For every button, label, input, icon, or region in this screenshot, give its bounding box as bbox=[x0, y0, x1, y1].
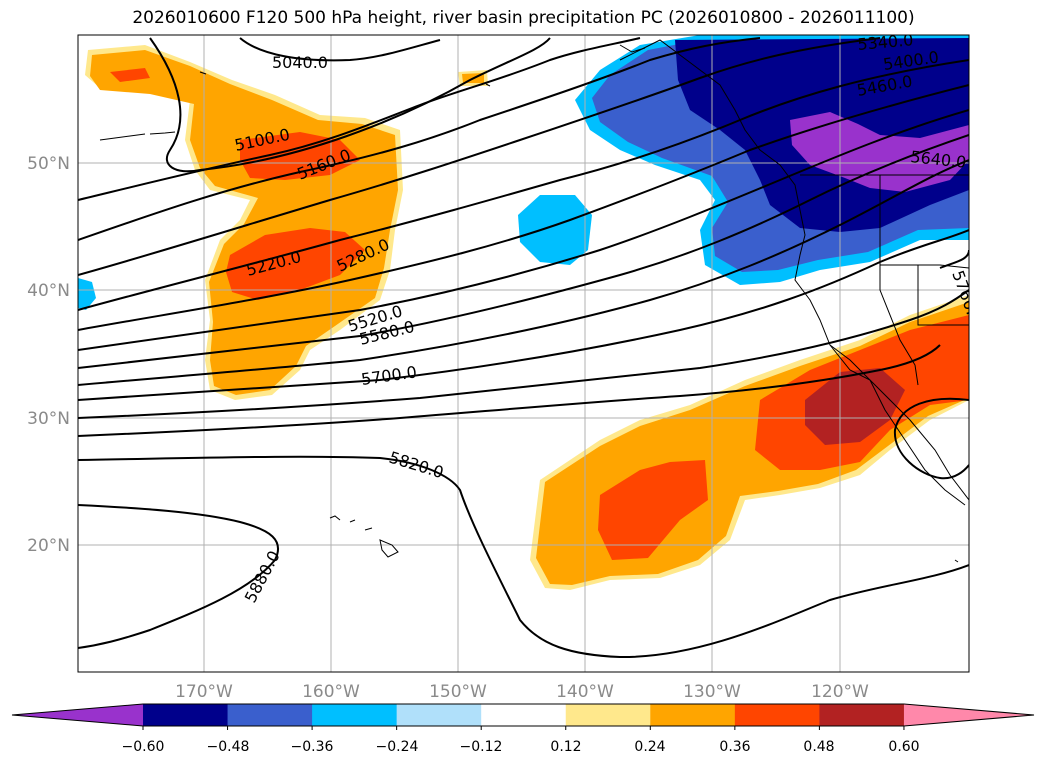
contour-label: 5340.0 bbox=[857, 30, 914, 54]
lat-label: 40°N bbox=[27, 281, 70, 301]
colorbar-segment bbox=[565, 704, 651, 726]
colorbar-tick: 0.60 bbox=[888, 739, 919, 755]
colorbar-tick: 0.36 bbox=[719, 739, 750, 755]
contour-label: 5040.0 bbox=[272, 53, 328, 72]
lon-label: 120°W bbox=[811, 682, 869, 702]
colorbar-segment bbox=[819, 704, 905, 726]
lon-label: 130°W bbox=[683, 682, 741, 702]
colorbar-segment bbox=[312, 704, 398, 726]
colorbar-tick: 0.48 bbox=[803, 739, 834, 755]
coastlines bbox=[99, 39, 969, 563]
lon-label: 160°W bbox=[302, 682, 360, 702]
longitude-labels: 170°W 160°W 150°W 140°W 130°W 120°W bbox=[175, 682, 869, 702]
colorbar-tick: −0.12 bbox=[460, 739, 503, 755]
colorbar-tick: −0.48 bbox=[207, 739, 250, 755]
map-frame bbox=[77, 34, 970, 673]
lon-label: 140°W bbox=[556, 682, 614, 702]
lat-label: 50°N bbox=[27, 154, 70, 174]
colorbar-tick: 0.24 bbox=[634, 739, 665, 755]
colorbar-segment bbox=[227, 704, 313, 726]
colorbar-tick-labels: −0.60 −0.48 −0.36 −0.24 −0.12 0.12 0.24 … bbox=[122, 739, 920, 755]
colorbar-extend-low bbox=[12, 704, 143, 726]
map-title: 2026010600 F120 500 hPa height, river ba… bbox=[132, 8, 915, 28]
colorbar-tick: −0.60 bbox=[122, 739, 165, 755]
colorbar-segment bbox=[396, 704, 482, 726]
colorbar-segment bbox=[481, 704, 567, 726]
colorbar-segment bbox=[143, 704, 229, 726]
colorbar-extend-high bbox=[903, 704, 1034, 726]
lon-label: 150°W bbox=[429, 682, 487, 702]
height-contours bbox=[78, 37, 969, 659]
colorbar-tick: −0.36 bbox=[291, 739, 334, 755]
colorbar-segment bbox=[650, 704, 736, 726]
colorbar-segment bbox=[734, 704, 820, 726]
colorbar bbox=[11, 703, 1035, 730]
lon-label: 170°W bbox=[175, 682, 233, 702]
lat-label: 30°N bbox=[27, 409, 70, 429]
colorbar-tick: 0.12 bbox=[550, 739, 581, 755]
latitude-labels: 50°N 40°N 30°N 20°N bbox=[27, 154, 70, 556]
lat-label: 20°N bbox=[27, 536, 70, 556]
colorbar-tick: −0.24 bbox=[376, 739, 419, 755]
precip-anomaly-northeast-pacific bbox=[78, 35, 969, 310]
